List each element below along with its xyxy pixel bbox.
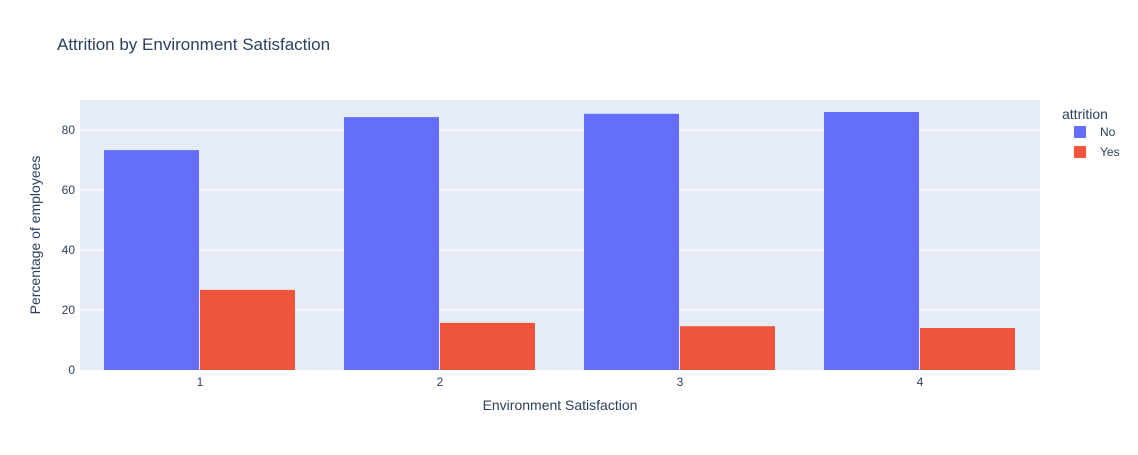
legend-item-yes[interactable]: Yes — [1074, 145, 1120, 159]
y-tick-label: 60 — [62, 183, 76, 197]
y-axis-label: Percentage of employees — [27, 156, 43, 315]
y-tick-label: 80 — [62, 123, 76, 137]
y-tick-label: 20 — [62, 303, 76, 317]
legend-label: No — [1100, 125, 1116, 139]
x-axis-ticks: 1 2 3 4 — [197, 375, 924, 389]
legend-item-no[interactable]: No — [1074, 125, 1116, 139]
legend-swatch — [1074, 126, 1086, 138]
bar-no-1[interactable] — [104, 150, 199, 370]
legend[interactable]: attrition No Yes — [1062, 106, 1120, 159]
bar-no-2[interactable] — [344, 117, 439, 370]
y-tick-label: 0 — [68, 363, 75, 377]
x-tick-label: 3 — [677, 375, 684, 389]
bar-yes-2[interactable] — [440, 322, 535, 370]
x-tick-label: 2 — [437, 375, 444, 389]
x-axis-label: Environment Satisfaction — [483, 397, 638, 413]
bar-no-4[interactable] — [824, 112, 919, 370]
bar-yes-3[interactable] — [680, 326, 775, 370]
x-tick-label: 1 — [197, 375, 204, 389]
legend-title: attrition — [1062, 106, 1108, 122]
legend-items[interactable]: No Yes — [1074, 125, 1120, 159]
y-axis-ticks: 0 20 40 60 80 — [62, 123, 76, 377]
legend-swatch — [1074, 146, 1086, 158]
chart-title: Attrition by Environment Satisfaction — [57, 35, 330, 54]
bar-yes-1[interactable] — [200, 289, 295, 370]
bar-no-3[interactable] — [584, 113, 679, 371]
bar-yes-4[interactable] — [920, 328, 1015, 370]
y-tick-label: 40 — [62, 243, 76, 257]
x-tick-label: 4 — [917, 375, 924, 389]
legend-label: Yes — [1100, 145, 1120, 159]
bars — [104, 112, 1015, 371]
